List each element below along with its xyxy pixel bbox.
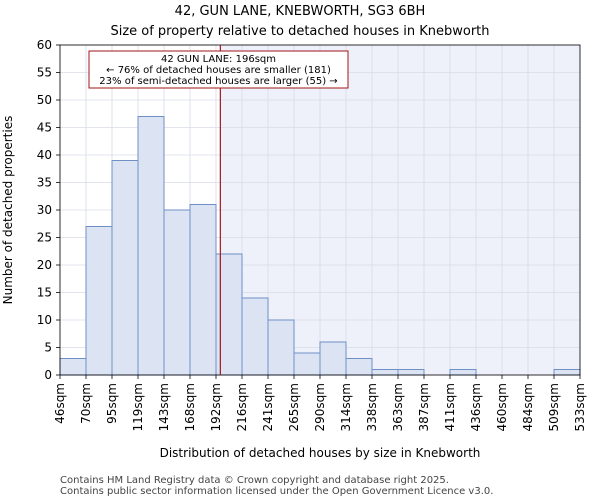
x-tick-label: 216sqm <box>235 383 249 431</box>
y-tick-label: 60 <box>37 38 52 52</box>
annotation-line-1: 42 GUN LANE: 196sqm <box>161 54 276 65</box>
y-axis-label: Number of detached properties <box>1 116 15 305</box>
x-tick-label: 363sqm <box>391 383 405 431</box>
bar-290sqm <box>319 341 347 376</box>
x-tick-label: 95sqm <box>105 383 119 424</box>
y-tick-label: 55 <box>37 66 52 80</box>
bar-241sqm <box>267 319 295 376</box>
y-tick-label: 35 <box>37 176 52 190</box>
bar-411sqm <box>449 369 477 376</box>
x-tick-label: 168sqm <box>183 383 197 431</box>
x-tick-label: 460sqm <box>495 383 509 431</box>
x-axis-label: Distribution of detached houses by size … <box>160 446 481 460</box>
y-tick-label: 25 <box>37 231 52 245</box>
y-tick-label: 15 <box>37 286 52 300</box>
x-tick-label: 241sqm <box>261 383 275 431</box>
x-tick-label: 387sqm <box>417 383 431 431</box>
y-tick-label: 40 <box>37 148 52 162</box>
x-tick-label: 192sqm <box>209 383 223 431</box>
y-tick-label: 45 <box>37 121 52 135</box>
bar-143sqm <box>163 209 191 376</box>
x-tick-label: 265sqm <box>287 383 301 431</box>
y-tick-label: 30 <box>37 203 52 217</box>
bar-46sqm <box>59 358 87 376</box>
bar-168sqm <box>189 204 217 376</box>
bar-363sqm <box>397 369 425 376</box>
x-axis-ticks: 46sqm 70sqm 95sqm 119sqm 143sqm 168sqm 192sqm 2… <box>53 375 587 431</box>
x-tick-label: 143sqm <box>157 383 171 431</box>
chart-subtitle: Size of property relative to detached ho… <box>110 24 489 39</box>
x-tick-label: 46sqm <box>53 383 67 424</box>
footer-line-2: Contains public sector information licen… <box>60 486 493 497</box>
footer-line-1: Contains HM Land Registry data © Crown c… <box>60 475 449 486</box>
y-tick-label: 20 <box>37 258 52 272</box>
bar-314sqm <box>345 358 373 376</box>
bar-265sqm <box>293 352 321 376</box>
y-tick-label: 50 <box>37 93 52 107</box>
annotation-line-3: 23% of semi-detached houses are larger (… <box>99 76 337 87</box>
y-axis-ticks: 0 5 10 15 20 25 30 35 40 45 50 55 60 <box>37 38 60 382</box>
bar-70sqm <box>85 226 113 376</box>
x-tick-label: 411sqm <box>443 383 457 431</box>
y-tick-label: 5 <box>44 341 52 355</box>
bar-119sqm <box>137 116 165 376</box>
x-tick-label: 338sqm <box>365 383 379 431</box>
bar-509sqm <box>553 369 581 376</box>
x-tick-label: 533sqm <box>573 383 587 431</box>
y-tick-label: 0 <box>44 368 52 382</box>
annotation-line-2: ← 76% of detached houses are smaller (18… <box>106 65 331 76</box>
x-tick-label: 484sqm <box>521 383 535 431</box>
x-tick-label: 119sqm <box>131 383 145 431</box>
bars <box>59 116 581 376</box>
annotation-box: 42 GUN LANE: 196sqm ← 76% of detached ho… <box>88 50 349 89</box>
x-tick-label: 509sqm <box>547 383 561 431</box>
x-tick-label: 314sqm <box>339 383 353 431</box>
bar-216sqm <box>241 297 269 376</box>
chart-title: 42, GUN LANE, KNEBWORTH, SG3 6BH <box>175 4 426 19</box>
x-tick-label: 70sqm <box>79 383 93 424</box>
bar-338sqm <box>371 369 399 376</box>
x-tick-label: 436sqm <box>469 383 483 431</box>
bar-95sqm <box>111 160 139 376</box>
y-tick-label: 10 <box>37 313 52 327</box>
x-tick-label: 290sqm <box>313 383 327 431</box>
